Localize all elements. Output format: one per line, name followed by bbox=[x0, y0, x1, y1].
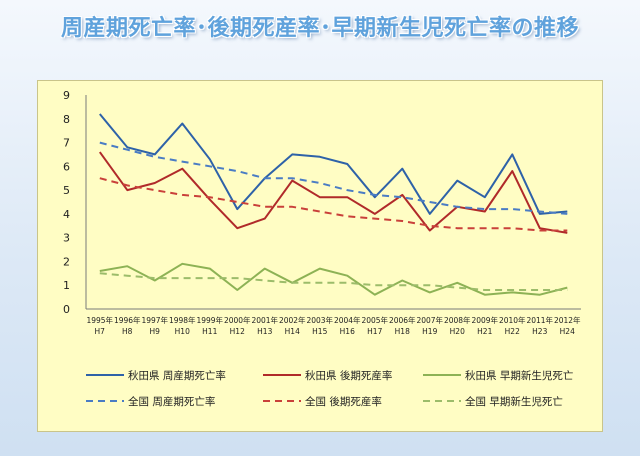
legend-label-1: 秋田県 周産期死亡率 bbox=[128, 369, 226, 382]
legend-label-5: 全国 後期死産率 bbox=[305, 395, 382, 408]
series-line-6 bbox=[99, 272, 568, 291]
legend-label-6: 全国 早期新生児死亡 bbox=[465, 395, 563, 408]
y-tick-label: 7 bbox=[63, 137, 70, 150]
x-tick-label: 2008年 H20 bbox=[444, 315, 471, 336]
x-tick-label: 2004年 H16 bbox=[334, 315, 361, 336]
x-tick-label: 1995年 H7 bbox=[86, 315, 113, 336]
legend-label-4: 全国 周産期死亡率 bbox=[128, 395, 215, 408]
y-tick-label: 5 bbox=[63, 184, 70, 197]
y-tick-label: 6 bbox=[63, 160, 70, 173]
series-line-2 bbox=[98, 151, 568, 234]
y-tick-label: 1 bbox=[63, 279, 70, 292]
x-tick-label: 2011年 H23 bbox=[526, 315, 553, 336]
chart-area: 0 1 2 3 4 5 6 7 8 9 1995年 H7 1996年 H8 1997年 H9 1998年 H10… bbox=[37, 80, 603, 432]
y-tick-label: 0 bbox=[63, 303, 70, 316]
x-tick-label: 2007年 H19 bbox=[416, 315, 443, 336]
y-tick-label: 4 bbox=[63, 208, 70, 221]
plot-lines bbox=[98, 113, 568, 296]
x-tick-label: 2000年 H12 bbox=[224, 315, 251, 336]
y-tick-label: 2 bbox=[63, 255, 70, 268]
page-title: 周産期死亡率･後期死産率･早期新生児死亡率の推移 bbox=[60, 16, 579, 41]
x-tick-label: 2002年 H14 bbox=[279, 315, 306, 336]
series-line-4 bbox=[99, 141, 568, 215]
x-tick-label: 1997年 H9 bbox=[141, 315, 168, 336]
x-tick-label: 2012年 H24 bbox=[554, 315, 581, 336]
x-tick-label: 2005年 H17 bbox=[361, 315, 388, 336]
y-axis: 0 1 2 3 4 5 6 7 8 9 bbox=[63, 89, 87, 316]
x-tick-label: 1998年 H10 bbox=[169, 315, 196, 336]
legend-label-3: 秋田県 早期新生児死亡 bbox=[465, 369, 573, 382]
y-tick-label: 9 bbox=[63, 89, 70, 102]
x-tick-label: 2010年 H22 bbox=[499, 315, 526, 336]
series-line-1 bbox=[99, 113, 568, 215]
x-tick-label: 2006年 H18 bbox=[389, 315, 416, 336]
x-tick-label: 1996年 H8 bbox=[114, 315, 141, 336]
series-line-5 bbox=[99, 177, 568, 232]
series-line-3 bbox=[99, 262, 568, 296]
x-tick-label: 1999年 H11 bbox=[196, 315, 223, 336]
x-tick-label: 2003年 H15 bbox=[306, 315, 333, 336]
x-tick-label: 2009年 H21 bbox=[471, 315, 498, 336]
legend-label-2: 秋田県 後期死産率 bbox=[305, 369, 392, 382]
y-tick-label: 8 bbox=[63, 113, 70, 126]
x-tick-label: 2001年 H13 bbox=[251, 315, 278, 336]
y-tick-label: 3 bbox=[63, 232, 70, 245]
